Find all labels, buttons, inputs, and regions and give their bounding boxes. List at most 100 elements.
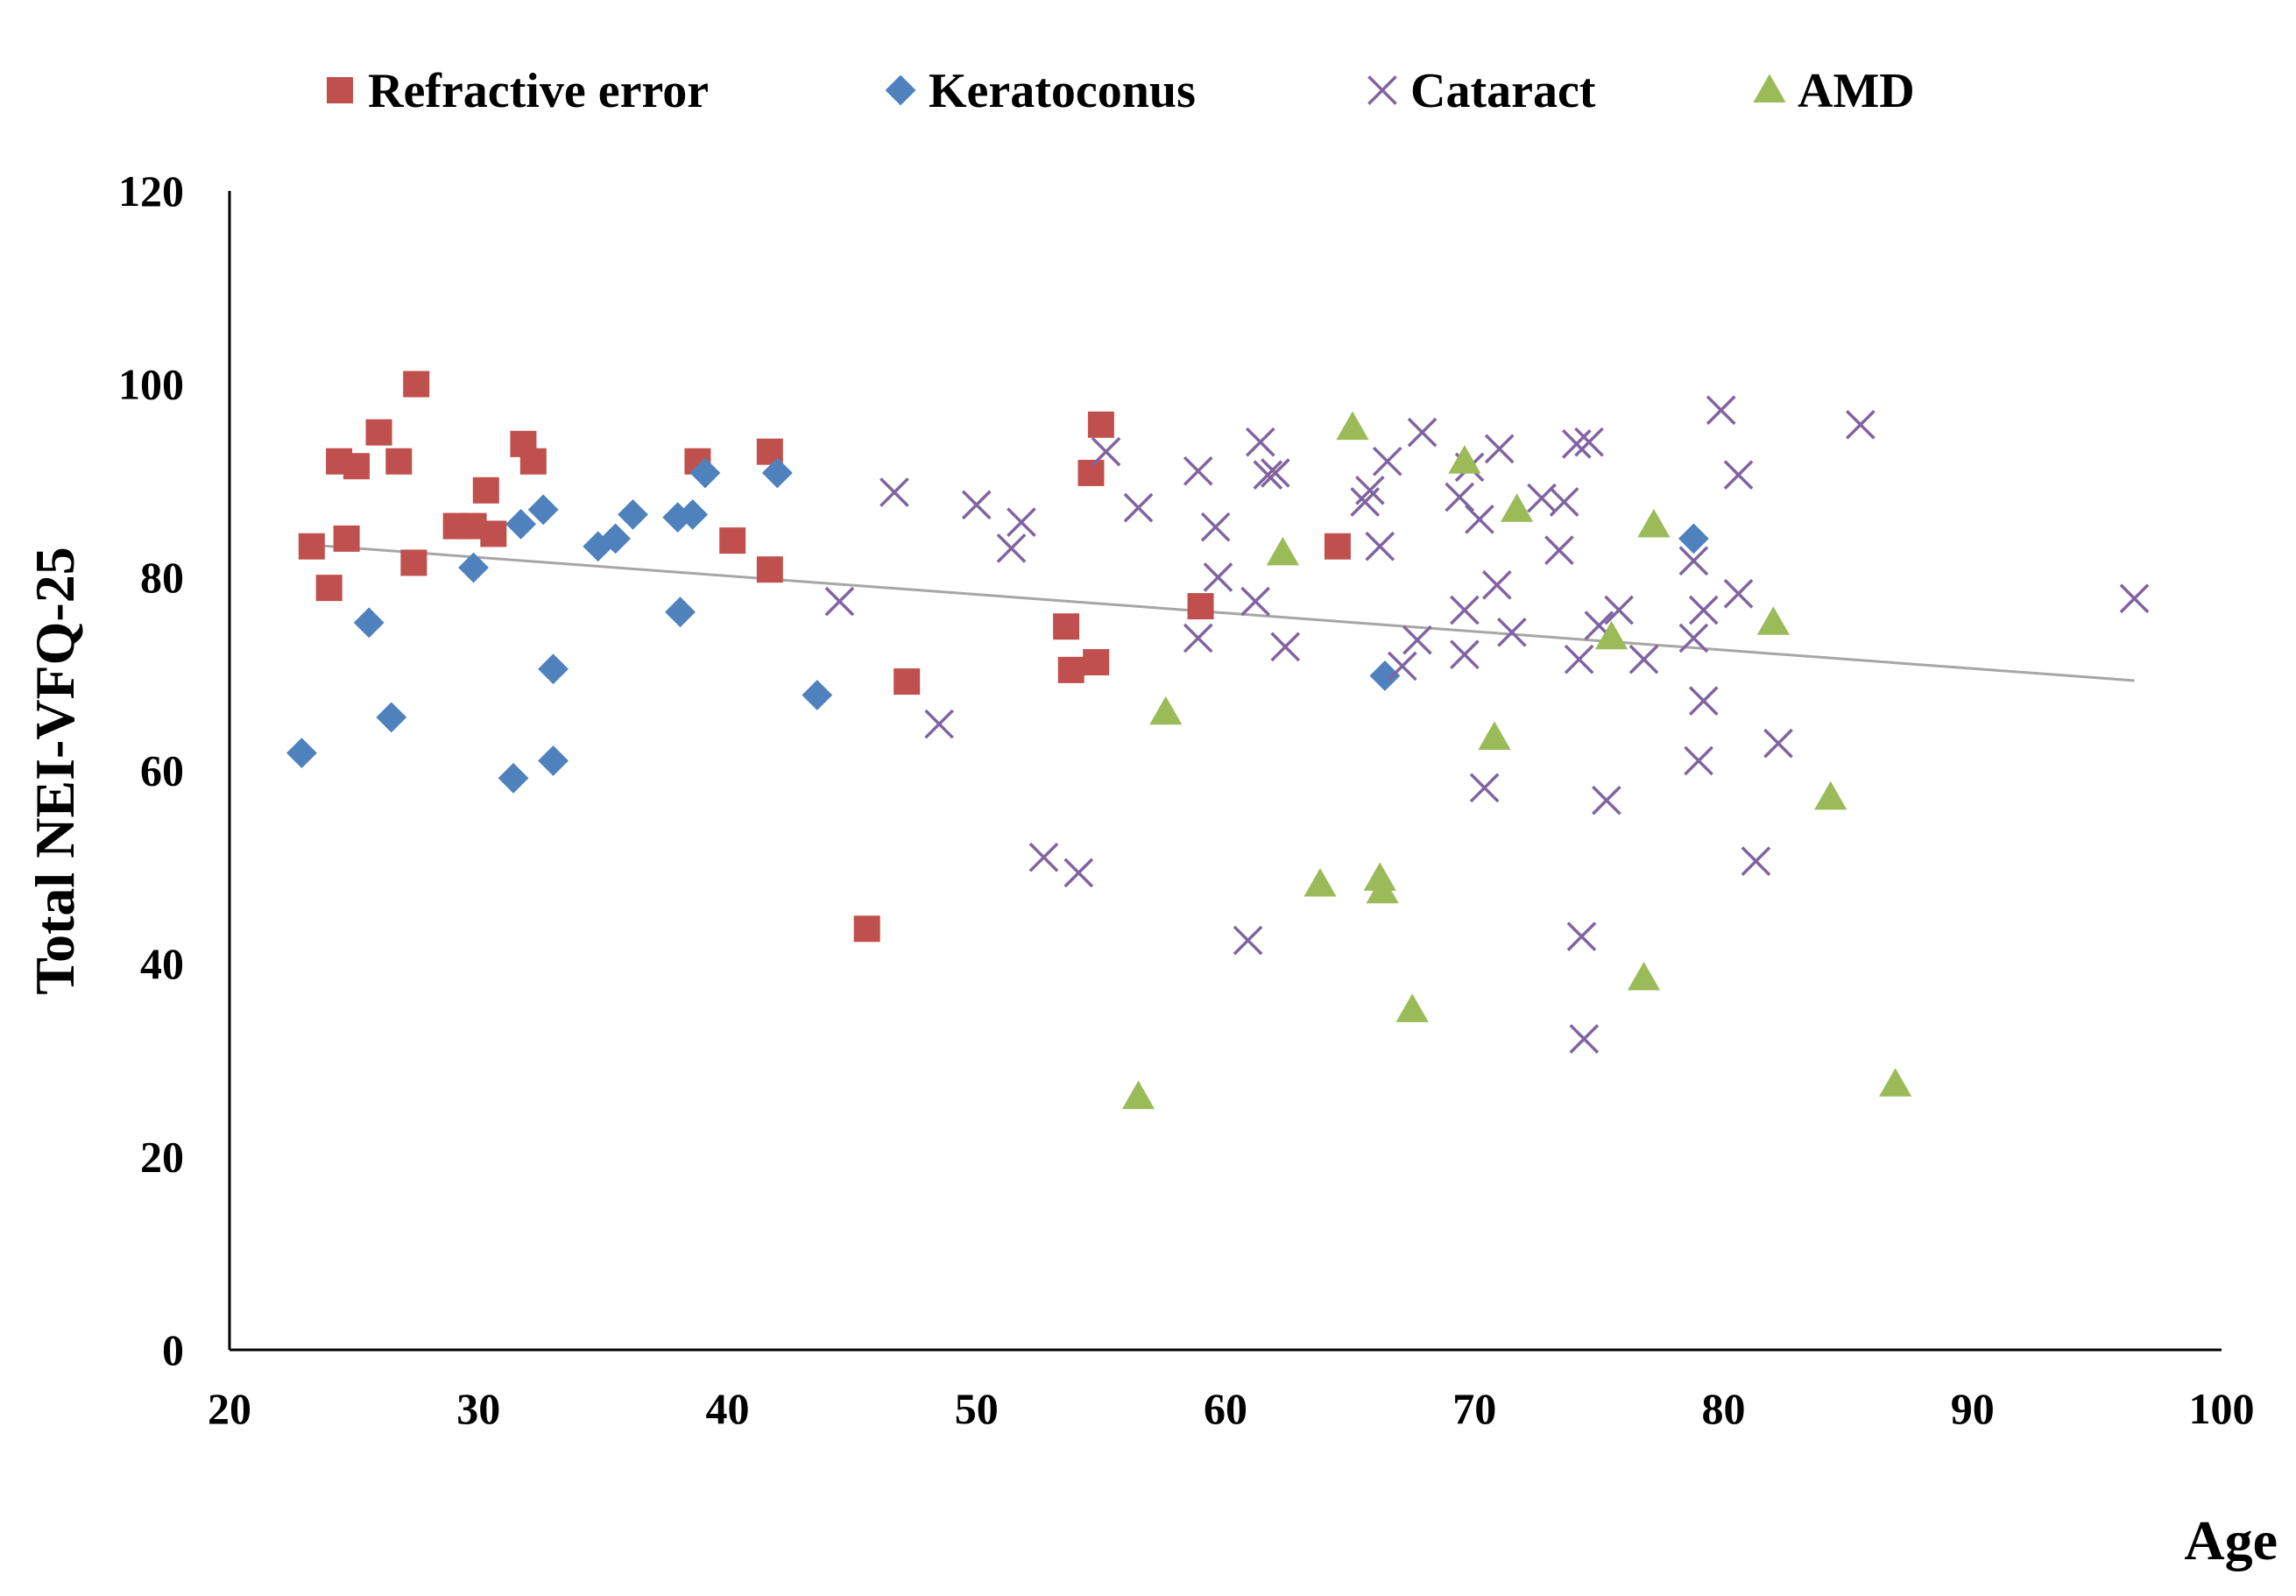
point-refractive-error xyxy=(1057,656,1084,683)
point-cataract xyxy=(1450,639,1480,670)
point-refractive-error xyxy=(894,668,921,696)
point-cataract xyxy=(2119,583,2150,614)
point-cataract xyxy=(1450,595,1480,625)
y-tick-label: 20 xyxy=(140,1133,184,1182)
point-cataract xyxy=(1846,409,1876,440)
point-cataract xyxy=(1604,595,1634,625)
series-refractive-error xyxy=(298,371,1351,943)
legend-marker-refractive-error xyxy=(327,77,353,103)
point-cataract xyxy=(1484,434,1515,464)
point-cataract xyxy=(1253,460,1283,490)
point-cataract xyxy=(1566,922,1597,951)
point-keratoconus xyxy=(286,738,317,769)
point-cataract xyxy=(1183,623,1213,653)
point-cataract xyxy=(880,477,909,507)
point-keratoconus xyxy=(665,597,696,628)
legend: Refractive error Keratoconus Cataract AMD xyxy=(327,64,1915,118)
x-axis-title: Age xyxy=(2184,1509,2278,1571)
point-cataract xyxy=(1402,625,1432,655)
y-tick-label: 40 xyxy=(140,939,184,988)
point-keratoconus xyxy=(538,653,569,685)
point-cataract xyxy=(1706,395,1736,426)
point-refractive-error xyxy=(1053,613,1080,640)
point-amd xyxy=(1149,696,1183,725)
point-refractive-error xyxy=(333,525,360,552)
point-keratoconus xyxy=(505,508,536,540)
point-keratoconus xyxy=(618,498,648,530)
point-amd xyxy=(1363,862,1396,891)
legend-marker-cataract xyxy=(1367,75,1397,105)
legend-item-refractive-error: Refractive error xyxy=(327,64,709,118)
point-cataract xyxy=(1723,578,1754,609)
x-tick-label: 30 xyxy=(456,1384,500,1433)
point-cataract xyxy=(1387,651,1417,681)
point-amd xyxy=(1594,620,1628,650)
point-cataract xyxy=(1007,507,1036,537)
point-amd xyxy=(1395,993,1429,1022)
point-keratoconus xyxy=(376,702,407,733)
point-cataract xyxy=(1465,505,1494,534)
point-cataract xyxy=(1350,487,1381,517)
point-refractive-error xyxy=(480,520,507,547)
point-cataract xyxy=(1407,417,1438,448)
point-cataract xyxy=(1678,623,1709,653)
legend-item-cataract: Cataract xyxy=(1367,64,1596,118)
point-cataract xyxy=(1469,773,1500,803)
data-points xyxy=(286,371,2150,1110)
legend-label: Cataract xyxy=(1410,64,1596,118)
point-refractive-error xyxy=(365,419,392,446)
point-cataract xyxy=(1561,429,1592,459)
point-cataract xyxy=(1203,562,1233,592)
point-refractive-error xyxy=(756,556,783,583)
point-keratoconus xyxy=(1678,523,1709,554)
legend-item-keratoconus: Keratoconus xyxy=(885,64,1196,118)
point-cataract xyxy=(1574,427,1604,457)
x-tick-label: 60 xyxy=(1204,1384,1247,1433)
point-keratoconus xyxy=(677,498,709,530)
point-cataract xyxy=(1270,632,1301,662)
point-cataract xyxy=(1549,487,1579,517)
point-cataract xyxy=(824,586,855,617)
point-cataract xyxy=(996,533,1027,563)
x-tick-label: 70 xyxy=(1452,1384,1496,1433)
point-refractive-error xyxy=(1077,459,1105,486)
point-cataract xyxy=(924,709,954,739)
point-cataract xyxy=(1091,436,1121,467)
point-refractive-error xyxy=(1087,411,1114,438)
point-cataract xyxy=(1200,512,1231,542)
point-cataract xyxy=(1445,482,1475,512)
point-cataract xyxy=(1183,455,1213,486)
point-cataract xyxy=(1123,492,1154,523)
point-cataract xyxy=(1564,644,1594,674)
x-tick-label: 20 xyxy=(208,1384,251,1433)
point-refractive-error xyxy=(298,533,325,560)
point-refractive-error xyxy=(1083,649,1110,676)
x-tick-label: 80 xyxy=(1702,1384,1746,1433)
point-cataract xyxy=(1741,846,1771,876)
legend-label: AMD xyxy=(1798,64,1915,118)
x-tick-label: 40 xyxy=(706,1384,750,1433)
x-tick-label: 90 xyxy=(1951,1384,1995,1433)
legend-marker-keratoconus xyxy=(885,74,916,106)
series-amd xyxy=(1121,411,1912,1110)
point-cataract xyxy=(1544,535,1574,565)
legend-marker-amd xyxy=(1753,74,1786,102)
point-amd xyxy=(1500,493,1534,522)
trendline xyxy=(304,543,2135,682)
x-tick-label: 50 xyxy=(955,1384,999,1433)
point-refractive-error xyxy=(519,448,547,475)
point-keratoconus xyxy=(761,457,793,489)
point-cataract xyxy=(1372,446,1402,477)
point-amd xyxy=(1478,721,1511,750)
point-amd xyxy=(1637,508,1671,538)
y-axis-title: Total NEI-VFQ-25 xyxy=(24,547,86,994)
y-tick-label: 0 xyxy=(162,1325,184,1374)
point-keratoconus xyxy=(689,457,721,489)
point-refractive-error xyxy=(719,527,746,554)
point-refractive-error xyxy=(1187,593,1214,620)
point-keratoconus xyxy=(600,523,631,554)
x-tick-labels: 20 30 40 50 60 70 80 90 100 xyxy=(208,1384,2255,1433)
point-amd xyxy=(1814,780,1847,810)
point-refractive-error xyxy=(853,915,880,943)
point-refractive-error xyxy=(403,371,430,398)
